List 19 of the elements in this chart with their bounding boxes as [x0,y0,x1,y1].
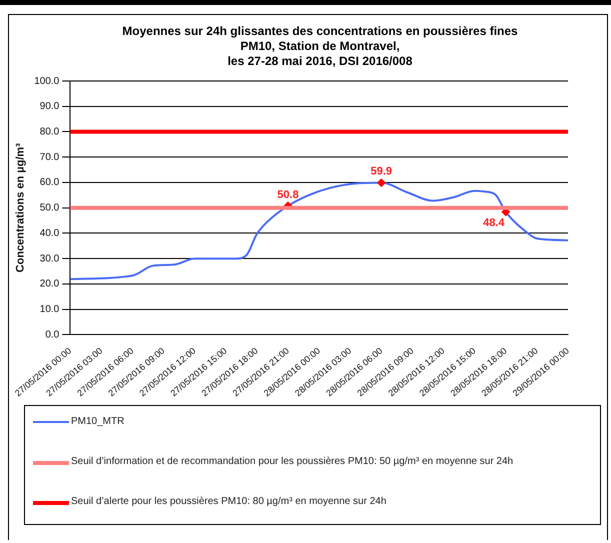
data-label: 50.8 [277,188,299,201]
legend-label: Seuil d’alerte pour les poussières PM10: 80 µg/m³ en moyenne sur 24h [71,496,388,507]
data-label: 48.4 [483,216,506,229]
legend-label: PM10_MTR [71,416,126,427]
y-axis-title: Concentrations en µg/m³ [14,142,27,272]
y-tick-label: 50.0 [40,202,60,214]
legend-label: Seuil d’information et de recommandation pour les poussières PM10: 50 µg/m³ en moyenne sur 24h [71,456,514,467]
y-tick-label: 70.0 [40,152,60,163]
data-label: 59.9 [370,166,392,178]
y-tick-label: 80.0 [40,126,60,138]
y-tick-label: 20.0 [40,278,60,290]
y-tick-label: 90.0 [40,101,60,112]
y-tick-label: 100.0 [34,76,60,87]
chart-title: Moyennes sur 24h glissantes des concentrations en poussières fines PM10, Station de Montravel, les 27-28 mai 2016, DSI 2016/008 [121,24,519,69]
y-tick-label: 40.0 [40,228,60,239]
y-tick-label: 60.0 [40,177,60,188]
y-tick-label: 10.0 [40,304,60,316]
y-tick-label: 0.0 [45,329,60,340]
y-tick-label: 30.0 [40,253,60,264]
